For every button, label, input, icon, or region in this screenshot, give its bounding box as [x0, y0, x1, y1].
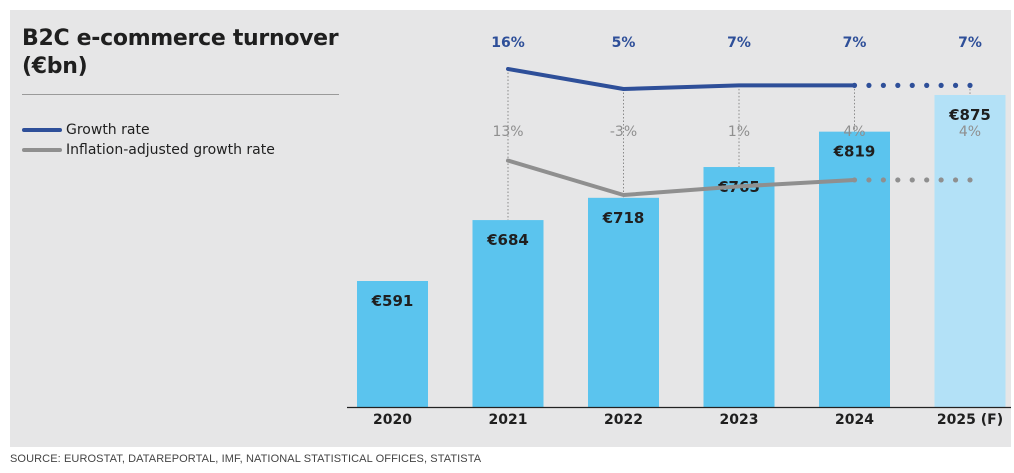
growth-rate-value-label: 7%: [843, 35, 867, 51]
legend-label-growth-rate: Growth rate: [66, 122, 150, 138]
inflation-adjusted-forecast-dot: [952, 177, 959, 183]
growth-rate-forecast-dot: [880, 82, 886, 88]
chart-title-line-1: B2C e-commerce turnover: [22, 26, 339, 51]
chart-title-line-2: (€bn): [22, 54, 88, 79]
x-tick-label: 2023: [720, 412, 759, 428]
bar-value-label: €718: [602, 209, 645, 227]
bar-value-label: €591: [371, 292, 414, 310]
inflation-adjusted-value-label: 13%: [492, 124, 523, 140]
inflation-adjusted-value-label: -3%: [610, 124, 637, 140]
inflation-adjusted-forecast-dot: [938, 177, 944, 183]
inflation-adjusted-forecast-dot: [909, 177, 915, 183]
growth-rate-value-label: 16%: [491, 35, 525, 51]
x-tick-label: 2024: [835, 412, 874, 428]
growth-rate-forecast-dot: [895, 82, 901, 88]
legend-item-inflation-adjusted: Inflation-adjusted growth rate: [22, 140, 275, 160]
x-tick-label: 2021: [489, 412, 528, 428]
growth-rate-value-label: 7%: [727, 35, 751, 51]
inflation-adjusted-value-label: 1%: [728, 124, 750, 140]
inflation-adjusted-forecast-dot: [851, 177, 858, 183]
growth-rate-forecast-dot: [938, 82, 944, 88]
growth-rate-forecast-dot: [909, 82, 915, 88]
inflation-adjusted-value-label: 4%: [843, 124, 865, 140]
inflation-adjusted-forecast-dot: [967, 177, 973, 183]
x-tick-label: 2025 (F): [937, 412, 1003, 428]
x-tick-label: 2020: [373, 412, 412, 428]
growth-rate-line: [506, 66, 857, 91]
growth-rate-value-label: 5%: [612, 35, 636, 51]
inflation-adjusted-value-label: 4%: [959, 124, 981, 140]
legend-item-growth-rate: Growth rate: [22, 120, 150, 140]
inflation-adjusted-forecast-dot: [924, 177, 930, 183]
bar-value-label: €819: [833, 143, 876, 161]
inflation-adjusted-forecast-dot: [880, 177, 886, 183]
bar-2022: [588, 197, 659, 407]
inflation-adjusted-forecast-dot: [866, 177, 872, 183]
legend-swatch-growth-rate: [22, 128, 62, 132]
growth-rate-forecast-dot: [952, 82, 959, 88]
chart-title: B2C e-commerce turnover (€bn): [22, 25, 342, 81]
bar-2020: [357, 281, 428, 407]
source-note: SOURCE: EUROSTAT, DATAREPORTAL, IMF, NAT…: [10, 453, 482, 465]
growth-rate-forecast-dot: [851, 82, 858, 88]
bar-2023: [703, 167, 775, 407]
inflation-adjusted-forecast-dot: [895, 177, 901, 183]
x-tick-label: 2022: [604, 412, 643, 428]
growth-rate-forecast-dot: [967, 82, 973, 88]
bar-2025-F-: [934, 94, 1006, 407]
legend-label-inflation-adjusted: Inflation-adjusted growth rate: [66, 142, 275, 158]
bar-value-label: €684: [486, 231, 529, 249]
bar-2024: [819, 131, 890, 407]
growth-rate-forecast-dot: [866, 82, 872, 88]
inflation-adjusted-line: [506, 158, 857, 197]
title-divider: [22, 94, 339, 95]
bar-value-label: €875: [948, 106, 991, 124]
bar-2021: [472, 220, 544, 407]
legend-swatch-inflation-adjusted: [22, 148, 62, 152]
growth-rate-value-label: 7%: [958, 35, 982, 51]
growth-rate-forecast-dot: [924, 82, 930, 88]
